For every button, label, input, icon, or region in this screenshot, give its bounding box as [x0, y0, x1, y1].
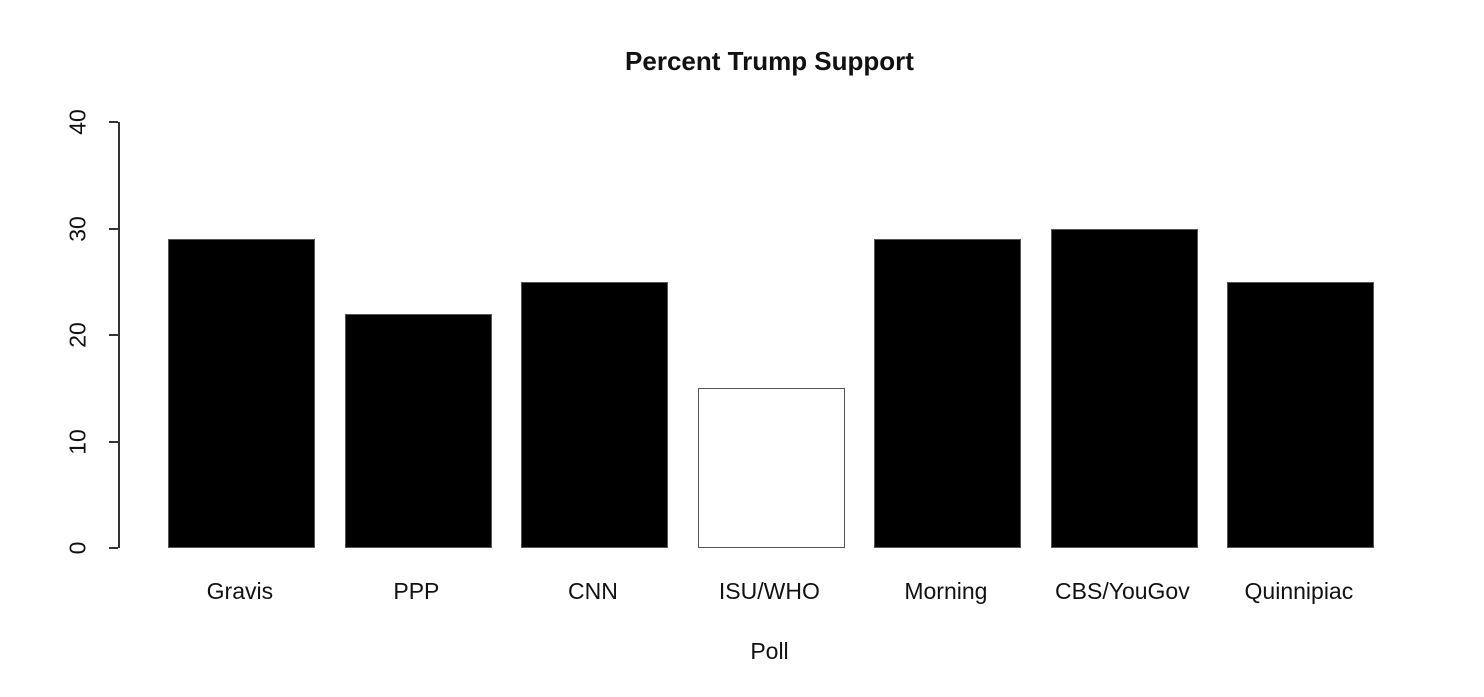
y-tick-label: 20 [64, 322, 91, 348]
y-tick-mark [109, 547, 118, 549]
y-tick-mark [109, 121, 118, 123]
chart-title: Percent Trump Support [625, 46, 914, 76]
y-tick-label: 0 [64, 541, 91, 555]
bar-Gravis [168, 239, 316, 548]
x-category-label: CNN [567, 578, 618, 604]
y-tick-mark [109, 440, 118, 443]
x-category-label: CBS/YouGov [1055, 578, 1190, 604]
bar-PPP [344, 313, 492, 548]
plot-area: 0 10 20 30 40 [65, 109, 1423, 554]
x-axis-title: Poll [750, 638, 789, 664]
bar-Quinnipiac [1227, 281, 1375, 548]
bar-Morning [874, 239, 1022, 548]
bar-ISU/WHO [697, 388, 845, 548]
y-tick-label: 30 [64, 215, 91, 242]
y-tick-mark [109, 334, 118, 336]
bar-CNN [521, 281, 669, 548]
x-category-label: Morning [904, 578, 988, 604]
x-category-label: ISU/WHO [718, 578, 820, 604]
y-tick-label: 40 [64, 109, 91, 135]
x-category-label: Gravis [206, 578, 274, 604]
x-category-label: Quinnipiac [1244, 578, 1354, 604]
y-tick-label: 10 [64, 428, 91, 455]
x-category-label: PPP [393, 578, 440, 604]
y-tick-mark [109, 227, 118, 230]
bar-CBS/YouGov [1050, 228, 1198, 548]
